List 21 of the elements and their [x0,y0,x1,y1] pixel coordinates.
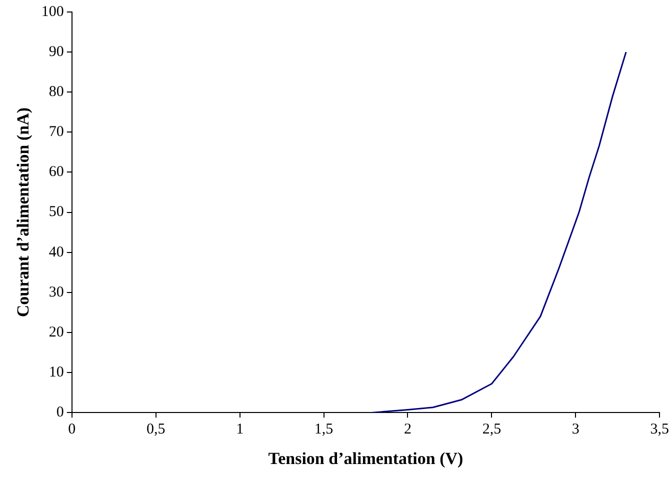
x-tick-label: 3,5 [650,422,669,438]
x-tick-label: 1 [236,422,244,438]
x-tick-label: 0 [68,422,76,438]
y-tick-label: 30 [48,284,64,300]
y-tick-label: 80 [48,84,64,100]
x-tick-label: 2,5 [482,422,502,438]
y-tick-label: 70 [48,124,64,140]
y-tick-label: 100 [41,4,64,20]
x-axis-title: Tension d’alimentation (V) [268,449,464,468]
y-tick-label: 60 [48,164,64,180]
y-tick-label: 50 [48,204,64,220]
x-tick-label: 3 [572,422,580,438]
y-tick-label: 0 [56,404,64,421]
x-tick-label: 2 [404,422,412,438]
x-tick-label: 0,5 [146,422,166,438]
x-tick-label: 1,5 [314,422,334,438]
y-tick-label: 90 [48,44,64,60]
y-axis-title: Courant d’alimentation (nA) [14,107,33,318]
y-tick-label: 40 [48,244,64,260]
y-tick-label: 10 [48,364,64,380]
y-tick-label: 20 [48,324,64,340]
